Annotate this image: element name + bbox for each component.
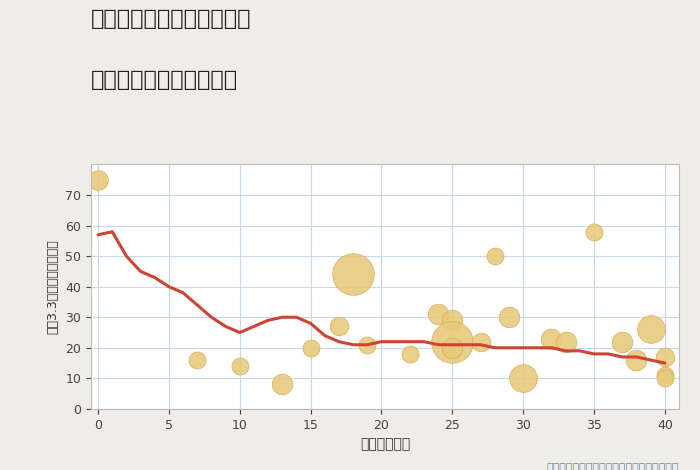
- Point: [659, 371, 671, 379]
- Point: [362, 341, 373, 349]
- Point: [433, 310, 444, 318]
- Point: [333, 322, 344, 330]
- Point: [517, 375, 528, 382]
- Point: [645, 326, 657, 333]
- Point: [631, 356, 642, 364]
- Point: [475, 338, 486, 345]
- Point: [447, 338, 458, 345]
- Point: [447, 317, 458, 324]
- Point: [305, 344, 316, 352]
- Y-axis label: 坪（3.3㎡）単価（万円）: 坪（3.3㎡）単価（万円）: [47, 239, 60, 334]
- Point: [347, 271, 358, 278]
- Text: 築年数別中古戸建て価格: 築年数別中古戸建て価格: [91, 70, 238, 91]
- Point: [404, 350, 415, 358]
- Point: [546, 335, 557, 342]
- Point: [234, 362, 246, 370]
- Point: [192, 356, 203, 364]
- Point: [617, 338, 628, 345]
- Point: [92, 176, 104, 183]
- Text: 兵庫県豊岡市日高町栃本の: 兵庫県豊岡市日高町栃本の: [91, 9, 251, 30]
- Point: [489, 252, 500, 260]
- Point: [447, 344, 458, 352]
- Point: [659, 353, 671, 361]
- Point: [560, 338, 571, 345]
- Point: [589, 228, 600, 235]
- X-axis label: 築年数（年）: 築年数（年）: [360, 437, 410, 451]
- Point: [659, 375, 671, 382]
- Point: [276, 381, 288, 388]
- Text: 円の大きさは、取引のあった物件面積を示す: 円の大きさは、取引のあった物件面積を示す: [547, 462, 679, 470]
- Point: [503, 313, 514, 321]
